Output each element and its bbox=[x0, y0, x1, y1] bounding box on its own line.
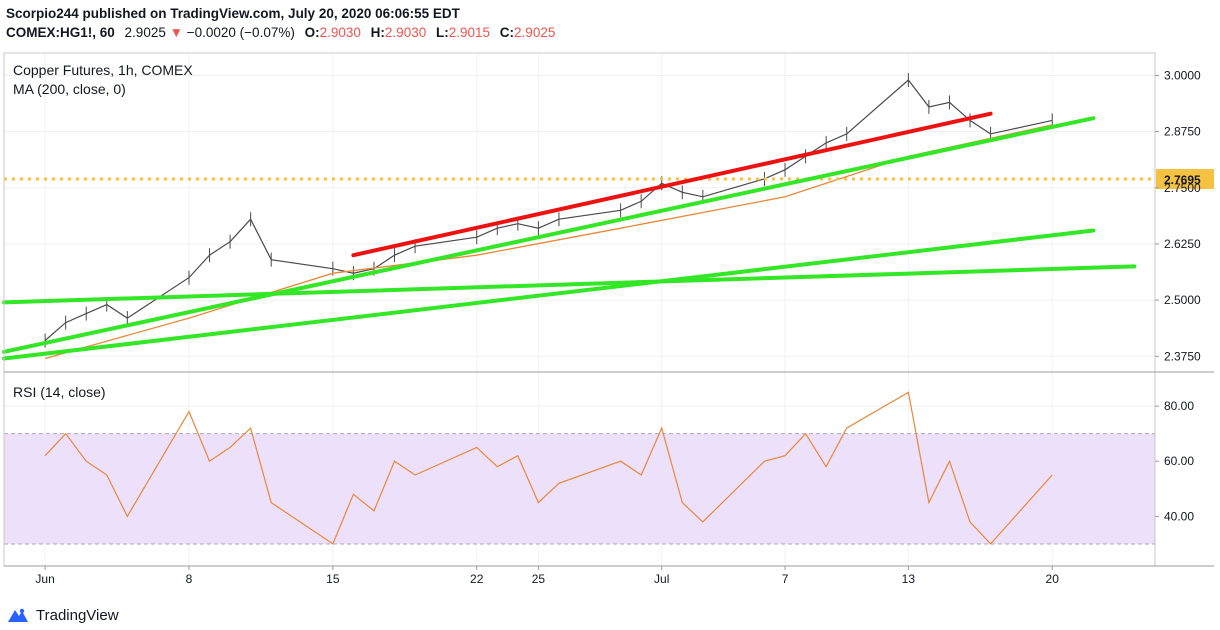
time-tick-label: 13 bbox=[902, 572, 916, 586]
price-pane[interactable]: 2.7695 bbox=[4, 72, 1214, 360]
ma-legend: MA (200, close, 0) bbox=[13, 81, 126, 97]
symbol-line: COMEX:HG1!, 60 2.9025 ▼ −0.0020 (−0.07%)… bbox=[6, 23, 1206, 42]
rsi-line bbox=[44, 391, 1053, 545]
low-value: 2.9015 bbox=[448, 25, 491, 40]
down-arrow-icon: ▼ bbox=[169, 25, 183, 40]
time-tick-label: 7 bbox=[782, 572, 789, 586]
high-label: H: bbox=[370, 25, 385, 40]
rsi-band-fill bbox=[4, 433, 1155, 544]
chart-title: Copper Futures, 1h, COMEX bbox=[13, 62, 193, 78]
time-tick-label: 20 bbox=[1046, 572, 1060, 586]
price-tick-label: 3.0000 bbox=[1164, 68, 1201, 82]
time-tick-label: Jun bbox=[35, 572, 54, 586]
rsi-tick-label: 80.00 bbox=[1164, 399, 1194, 413]
price-label-box bbox=[1156, 169, 1214, 190]
publisher-text: Scorpio244 published on TradingView.com,… bbox=[6, 6, 460, 21]
time-tick-label: 8 bbox=[186, 572, 193, 586]
symbol-name: COMEX:HG1!, 60 bbox=[6, 25, 115, 40]
chart-canvas[interactable]: 2.7695 3.0000 2.8750 2.7500 2.6250 2.5000 2.3… bbox=[0, 0, 1220, 600]
footer: TradingView bbox=[6, 603, 119, 627]
time-tick-label: 22 bbox=[470, 572, 484, 586]
green-trendline bbox=[2, 116, 1096, 354]
axes: 3.0000 2.8750 2.7500 2.6250 2.5000 2.3750 80.0… bbox=[3, 52, 1214, 586]
open-value: 2.9030 bbox=[319, 25, 361, 40]
rsi-pane[interactable] bbox=[44, 391, 1053, 545]
price-tick-label: 2.3750 bbox=[1164, 349, 1201, 363]
close-value: 2.9025 bbox=[514, 25, 556, 40]
time-tick-label: Jul bbox=[654, 572, 669, 586]
price-line bbox=[44, 79, 1053, 341]
chart-header: Scorpio244 published on TradingView.com,… bbox=[6, 4, 1206, 44]
tradingview-logo-icon bbox=[8, 608, 28, 622]
open-label: O: bbox=[304, 25, 320, 40]
price-tick-label: 2.7500 bbox=[1164, 181, 1201, 195]
green-trendline bbox=[2, 264, 1137, 305]
rsi-legend: RSI (14, close) bbox=[13, 384, 106, 400]
price-tick-label: 2.5000 bbox=[1164, 293, 1201, 307]
price-tick-label: 2.8750 bbox=[1164, 125, 1201, 139]
time-tick-label: 25 bbox=[532, 572, 546, 586]
time-tick-label: 15 bbox=[326, 572, 340, 586]
rsi-tick-label: 60.00 bbox=[1164, 454, 1194, 468]
publisher-line: Scorpio244 published on TradingView.com,… bbox=[6, 4, 1206, 23]
rsi-tick-label: 40.00 bbox=[1164, 509, 1194, 523]
close-label: C: bbox=[499, 25, 515, 40]
price-tick-label: 2.6250 bbox=[1164, 237, 1201, 251]
rsi-band bbox=[4, 433, 1155, 545]
green-trendline bbox=[2, 228, 1096, 361]
price-label: 2.7695 bbox=[1164, 173, 1201, 187]
high-value: 2.9030 bbox=[384, 25, 427, 40]
low-label: L: bbox=[435, 25, 449, 40]
last-price: 2.9025 bbox=[124, 25, 166, 40]
red-trendline bbox=[351, 111, 993, 258]
trendlines[interactable] bbox=[2, 111, 1137, 361]
footer-brand: TradingView bbox=[36, 606, 119, 624]
price-change: −0.0020 (−0.07%) bbox=[186, 25, 295, 40]
